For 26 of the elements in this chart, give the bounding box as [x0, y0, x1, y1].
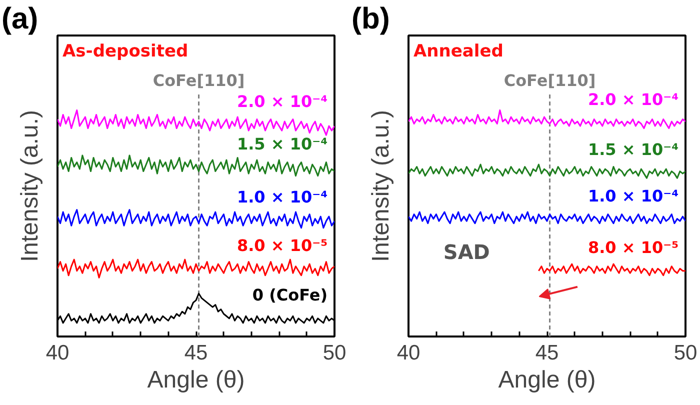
series-label: 8.0 × 10⁻⁵ — [588, 238, 679, 258]
series-label: 1.5 × 10⁻⁴ — [236, 134, 328, 154]
series-label: 8.0 × 10⁻⁵ — [236, 236, 328, 256]
chart-subtitle: As-deposited — [62, 42, 188, 62]
x-tick-label: 50 — [322, 342, 346, 364]
x-axis-title: Angle (θ) — [147, 366, 245, 394]
chart-title: (a) — [2, 2, 38, 36]
y-axis-title: Intensity (a.u.) — [368, 110, 394, 262]
series-label: 2.0 × 10⁻⁴ — [236, 92, 328, 111]
ref-line-label: CoFe[110] — [504, 71, 596, 90]
x-axis-title: Angle (θ) — [498, 366, 596, 394]
series-label: 1.0 × 10⁻⁴ — [236, 188, 328, 207]
ref-line-label: CoFe[110] — [152, 71, 245, 90]
series-label: 1.0 × 10⁻⁴ — [588, 186, 679, 206]
chart-subtitle: Annealed — [414, 42, 504, 62]
x-tick-label: 40 — [46, 342, 70, 364]
annotation: SAD — [443, 240, 490, 264]
series-label: 0 (CoFe) — [252, 285, 328, 304]
series-label: 2.0 × 10⁻⁴ — [588, 90, 679, 109]
series-label: 1.5 × 10⁻⁴ — [588, 140, 679, 159]
x-tick-label: 45 — [184, 342, 208, 364]
x-tick-label: 45 — [535, 342, 559, 364]
chart-title: (b) — [352, 2, 390, 36]
x-tick-label: 50 — [674, 342, 698, 364]
y-axis-title: Intensity (a.u.) — [16, 110, 44, 262]
x-tick-label: 40 — [396, 342, 420, 364]
